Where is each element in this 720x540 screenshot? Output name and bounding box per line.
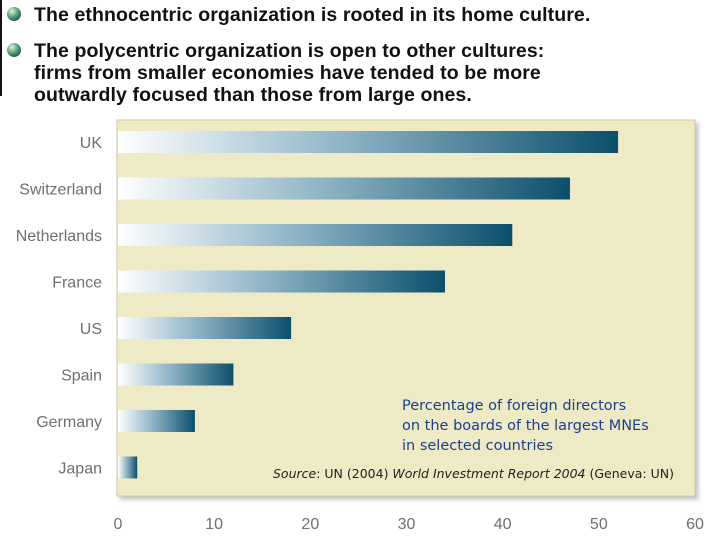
bar-us	[118, 317, 292, 339]
bar-germany	[118, 410, 195, 432]
category-labels: UK Switzerland Netherlands France US Spain Ger…	[16, 135, 103, 478]
x-tick-20: 20	[301, 516, 319, 533]
category-label-spain: Spain	[61, 368, 102, 385]
source-note: Source: UN (2004) World Investment Repor…	[273, 466, 693, 481]
bullet-text-2-line-2: firms from smaller economies have tended…	[34, 62, 541, 84]
bar-spain	[118, 363, 234, 386]
x-tick-0: 0	[114, 516, 123, 533]
x-tick-10: 10	[205, 516, 223, 533]
bar-netherlands	[118, 224, 513, 246]
source-pre: : UN (2004)	[316, 466, 393, 481]
category-label-uk: UK	[80, 135, 103, 152]
category-label-japan: Japan	[58, 461, 102, 478]
source-label: Source	[273, 466, 317, 481]
bullet-text-2-line-1: The polycentric organization is open to …	[34, 40, 545, 62]
bars-group	[118, 131, 619, 479]
caption-line-3: in selected countries	[402, 438, 554, 454]
bar-france	[118, 270, 445, 293]
source-title: World Investment Report 2004	[392, 466, 586, 481]
x-tick-50: 50	[590, 516, 608, 533]
left-rule	[0, 0, 2, 96]
category-label-germany: Germany	[36, 414, 102, 431]
bullet-item-2: The polycentric organization is open to …	[7, 40, 694, 106]
bar-japan	[118, 456, 138, 479]
chart-caption: Percentage of foreign directors on the b…	[402, 396, 692, 456]
bullet-icon	[7, 43, 21, 57]
category-label-us: US	[80, 321, 102, 338]
bullet-item-1: The ethnocentric organization is rooted …	[7, 4, 591, 26]
x-tick-60: 60	[686, 516, 704, 533]
x-tick-labels: 0 10 20 30 40 50 60	[114, 516, 704, 533]
bar-switzerland	[118, 177, 570, 200]
bullet-text-2-line-3: outwardly focused than those from large …	[34, 84, 472, 106]
category-label-switzerland: Switzerland	[19, 182, 102, 199]
bar-uk	[118, 131, 619, 153]
bullet-text-1: The ethnocentric organization is rooted …	[34, 4, 591, 26]
x-tick-40: 40	[494, 516, 512, 533]
bullet-icon	[7, 7, 21, 21]
source-post: (Geneva: UN)	[585, 466, 674, 481]
caption-line-1: Percentage of foreign directors	[402, 398, 627, 414]
x-tick-30: 30	[398, 516, 416, 533]
category-label-netherlands: Netherlands	[16, 228, 102, 245]
caption-line-2: on the boards of the largest MNEs	[402, 418, 649, 434]
category-label-france: France	[52, 275, 102, 292]
